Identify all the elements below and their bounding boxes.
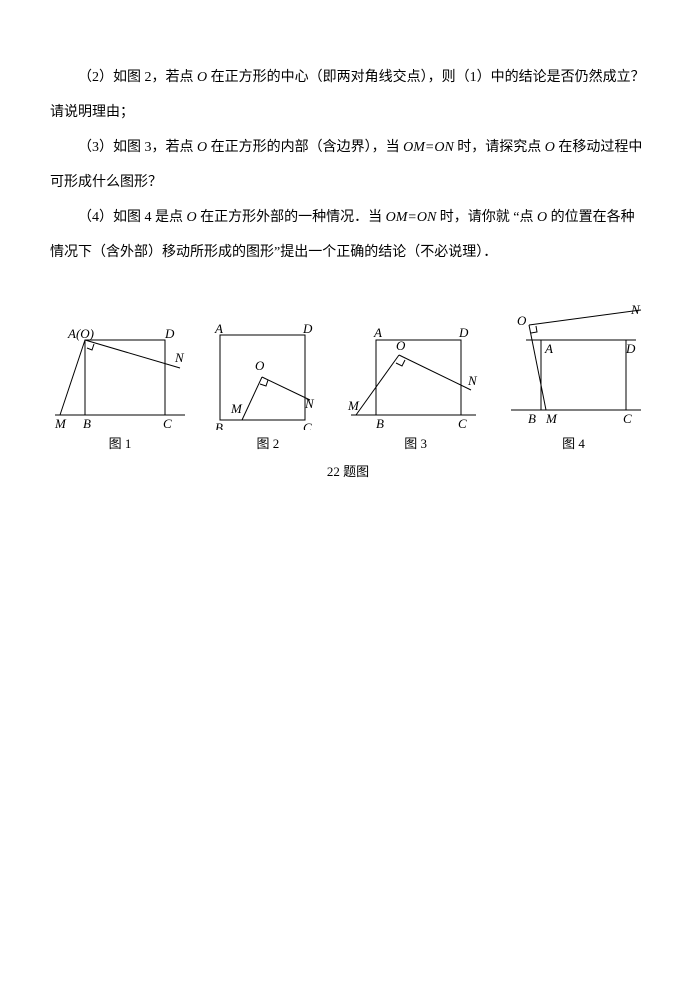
- label-C: C: [458, 416, 467, 430]
- figure-2-label: 图 2: [205, 434, 330, 454]
- figures-row: A(O) D M B C N 图 1 A D B C O M N 图 2: [50, 300, 646, 454]
- label-O: O: [255, 358, 265, 373]
- var-OMON: OM=ON: [386, 210, 437, 225]
- paragraph-2: （2）如图 2，若点 O 在正方形的中心（即两对角线交点），则（1）中的结论是否…: [50, 60, 646, 130]
- figure-1-svg: A(O) D M B C N: [50, 320, 190, 430]
- text: （3）如图 3，若点: [78, 140, 197, 155]
- paragraph-4: （4）如图 4 是点 O 在正方形外部的一种情况．当 OM=ON 时，请你就 “…: [50, 200, 646, 270]
- figure-1-label: 图 1: [50, 434, 190, 454]
- text: 时，请你就 “点: [436, 210, 537, 225]
- text: 在正方形的内部（含边界），当: [207, 140, 403, 155]
- figure-4-svg: O A D N B M C: [501, 300, 646, 430]
- text: 在正方形外部的一种情况．当: [197, 210, 386, 225]
- label-D: D: [302, 321, 313, 336]
- figure-4-label: 图 4: [501, 434, 646, 454]
- label-A: A: [544, 341, 553, 356]
- figure-4: O A D N B M C 图 4: [501, 300, 646, 454]
- var-OMON: OM=ON: [403, 140, 454, 155]
- label-C: C: [623, 411, 632, 426]
- var-O: O: [187, 210, 197, 225]
- label-AO: A(O): [67, 326, 94, 341]
- label-M: M: [347, 398, 360, 413]
- label-O: O: [517, 313, 527, 328]
- label-O: O: [396, 338, 406, 353]
- var-O: O: [197, 140, 207, 155]
- label-N: N: [467, 373, 478, 388]
- label-N: N: [304, 396, 315, 411]
- figure-2: A D B C O M N 图 2: [205, 320, 330, 454]
- label-B: B: [376, 416, 384, 430]
- label-N: N: [174, 350, 185, 365]
- figure-3-label: 图 3: [346, 434, 486, 454]
- figure-2-svg: A D B C O M N: [205, 320, 330, 430]
- label-B: B: [83, 416, 91, 430]
- text: （4）如图 4 是点: [78, 210, 187, 225]
- label-A: A: [373, 325, 382, 340]
- label-N: N: [630, 302, 641, 317]
- label-M: M: [54, 416, 67, 430]
- figure-3: A D M B C O N 图 3: [346, 320, 486, 454]
- var-O: O: [545, 140, 555, 155]
- var-O: O: [537, 210, 547, 225]
- label-M: M: [230, 401, 243, 416]
- label-D: D: [625, 341, 636, 356]
- label-M: M: [545, 411, 558, 426]
- figure-caption: 22 题图: [50, 462, 646, 482]
- label-C: C: [303, 420, 312, 430]
- figure-3-svg: A D M B C O N: [346, 320, 486, 430]
- var-O: O: [197, 70, 207, 85]
- label-D: D: [458, 325, 469, 340]
- paragraph-3: （3）如图 3，若点 O 在正方形的内部（含边界），当 OM=ON 时，请探究点…: [50, 130, 646, 200]
- label-C: C: [163, 416, 172, 430]
- text: （2）如图 2，若点: [78, 70, 197, 85]
- label-A: A: [214, 321, 223, 336]
- figure-1: A(O) D M B C N 图 1: [50, 320, 190, 454]
- label-D: D: [164, 326, 175, 341]
- label-B: B: [215, 420, 223, 430]
- text: 时，请探究点: [454, 140, 545, 155]
- label-B: B: [528, 411, 536, 426]
